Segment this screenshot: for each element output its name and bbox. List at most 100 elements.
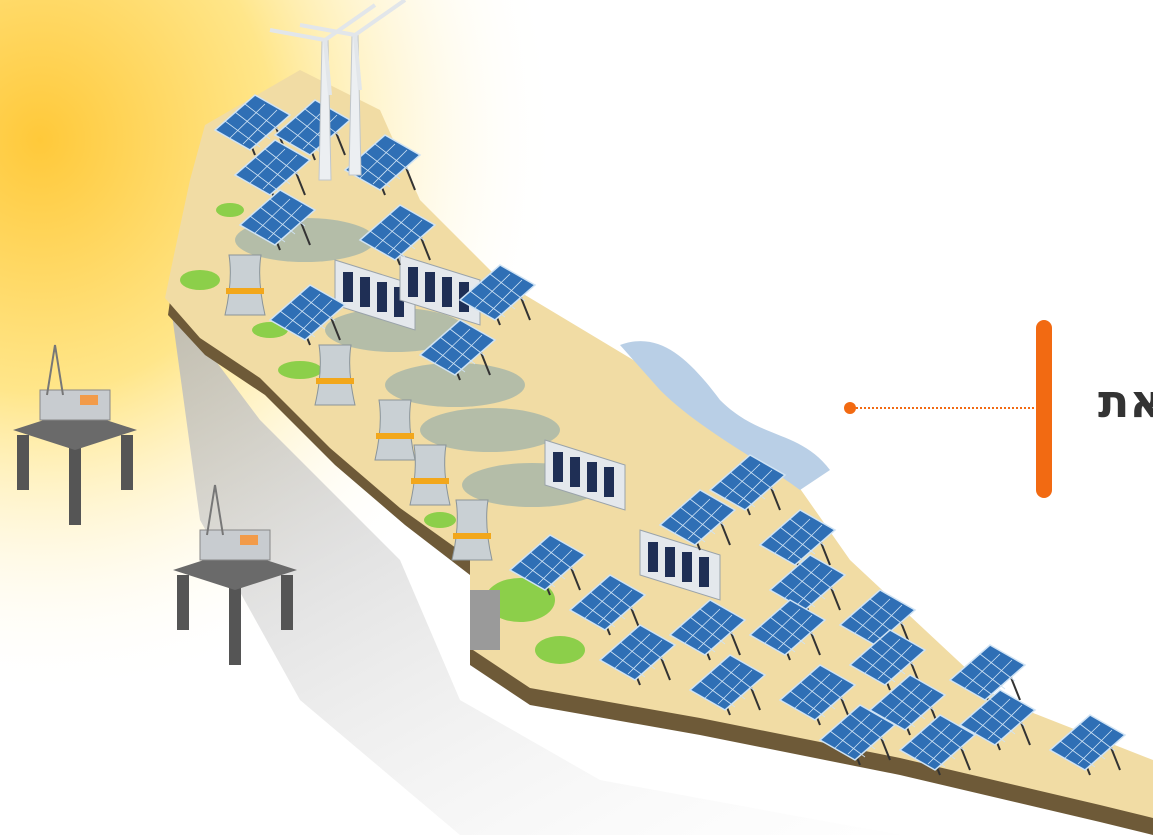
panel-grid — [249, 198, 306, 243]
solar-panel — [358, 204, 437, 266]
solar-panel — [233, 139, 312, 201]
smoke — [325, 308, 465, 352]
cooling-tower — [224, 254, 266, 316]
solar-panel — [458, 264, 537, 326]
rig-derrick — [206, 484, 224, 536]
panel-leg — [519, 294, 531, 321]
panel-leg — [959, 744, 971, 771]
panel-leg — [479, 349, 491, 376]
tower-band — [453, 533, 491, 539]
battery-cell — [570, 457, 580, 487]
panel-grid — [579, 583, 636, 628]
tower-band — [226, 288, 264, 294]
panel-leg — [1019, 719, 1031, 746]
solar-panel — [688, 654, 767, 716]
panel-leg — [749, 684, 761, 711]
battery-cell — [682, 552, 692, 582]
panel-leg — [1009, 674, 1021, 701]
panel-face — [233, 139, 312, 196]
panel-face — [948, 644, 1027, 701]
panel-grid — [769, 518, 826, 563]
battery-cell — [665, 547, 675, 577]
caption: את — [1098, 374, 1153, 428]
panel-grid — [829, 713, 886, 758]
pointer-dot — [844, 402, 856, 414]
rig-leg — [281, 575, 293, 630]
panel-grid — [429, 328, 486, 373]
panel-grid — [224, 103, 281, 148]
panel-face — [688, 654, 767, 711]
battery-cell — [553, 452, 563, 482]
solar-panel — [568, 574, 647, 636]
cooling-tower — [314, 344, 356, 406]
turbine-blades — [269, 3, 377, 96]
panel-face — [758, 509, 837, 566]
rig-building — [199, 529, 271, 561]
battery-cell — [394, 287, 404, 317]
accent-bar — [1036, 320, 1052, 498]
offshore-platforms — [13, 344, 297, 665]
panel-face — [658, 489, 737, 546]
battery-cell — [377, 282, 387, 312]
panel-grid — [699, 663, 756, 708]
panel-grid — [789, 673, 846, 718]
solar-panel — [658, 489, 737, 551]
battery-cell — [604, 467, 614, 497]
solar-panel — [598, 624, 677, 686]
panel-face — [343, 134, 422, 191]
battery-cell — [343, 272, 353, 302]
panel-face — [848, 629, 927, 686]
panel-grid — [369, 213, 426, 258]
cooling-tower — [409, 444, 451, 506]
battery-cell — [648, 542, 658, 572]
panel-grid — [849, 598, 906, 643]
panel-face — [818, 704, 897, 761]
panel-grid — [279, 293, 336, 338]
tower-band — [376, 433, 414, 439]
panel-grid — [244, 148, 301, 193]
panel-grid — [519, 543, 576, 588]
panel-face — [748, 599, 827, 656]
panel-grid — [609, 633, 666, 678]
panel-leg — [299, 219, 311, 246]
panel-leg — [1109, 744, 1121, 771]
panel-face — [1048, 714, 1127, 771]
panel-grid — [354, 143, 411, 188]
panel-grid — [1059, 723, 1116, 768]
solar-panel — [668, 599, 747, 661]
panel-face — [958, 689, 1037, 746]
panel-grid — [469, 273, 526, 318]
solar-panel — [848, 629, 927, 691]
storage — [334, 254, 721, 601]
solar-panel — [343, 134, 422, 196]
cooling-tower — [374, 399, 416, 461]
road — [470, 590, 500, 650]
tower-band — [316, 378, 354, 384]
panel-leg — [294, 169, 306, 196]
panel-grid — [959, 653, 1016, 698]
battery-cell — [425, 272, 435, 302]
solar-panel — [958, 689, 1037, 751]
panel-leg — [819, 539, 831, 566]
panel-face — [268, 284, 347, 341]
panel-leg — [829, 584, 841, 611]
lake — [620, 341, 830, 490]
panel-grid — [859, 638, 916, 683]
panel-face — [708, 454, 787, 511]
panel-leg — [329, 314, 341, 341]
panel-face — [418, 319, 497, 376]
rig-derrick — [46, 344, 64, 396]
panel-leg — [719, 519, 731, 546]
solar-panel — [418, 319, 497, 381]
panel-leg — [769, 484, 781, 511]
panel-face — [213, 94, 292, 151]
panel-face — [898, 714, 977, 771]
solar-panel — [508, 534, 587, 596]
battery-cell — [442, 277, 452, 307]
panel-leg — [419, 234, 431, 261]
panel-grid — [719, 463, 776, 508]
rig-leg — [177, 575, 189, 630]
vegetation — [180, 203, 585, 664]
